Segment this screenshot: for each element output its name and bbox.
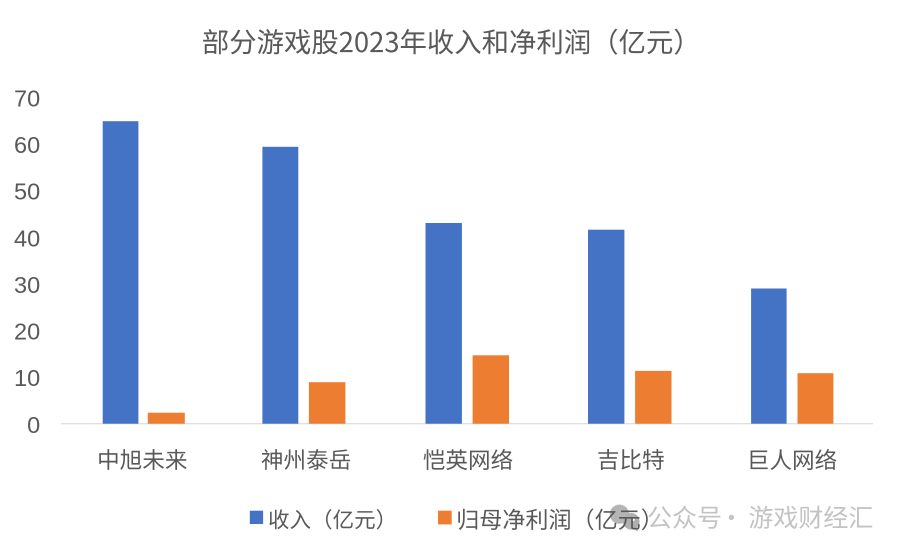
svg-text:10: 10 — [14, 365, 40, 391]
svg-text:0: 0 — [27, 412, 40, 438]
svg-text:60: 60 — [14, 132, 40, 158]
svg-text:30: 30 — [14, 272, 40, 298]
svg-text:20: 20 — [14, 319, 40, 345]
svg-text:40: 40 — [14, 225, 40, 251]
svg-text:70: 70 — [14, 85, 40, 111]
svg-text:50: 50 — [14, 179, 40, 205]
